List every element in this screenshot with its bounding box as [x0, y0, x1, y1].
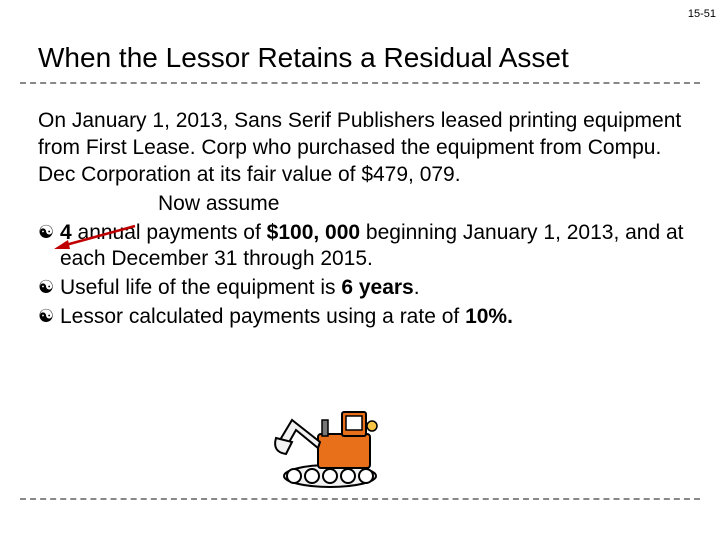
- bullet-text: Lessor calculated payments using a rate …: [60, 304, 690, 331]
- intro-paragraph: On January 1, 2013, Sans Serif Publisher…: [38, 108, 690, 189]
- bullet-item: ☯ Lessor calculated payments using a rat…: [38, 304, 690, 331]
- divider-bottom: [20, 498, 700, 500]
- divider-top: [20, 82, 700, 84]
- slide-title: When the Lessor Retains a Residual Asset: [38, 42, 569, 74]
- now-assume-label: Now assume: [158, 191, 690, 218]
- bullet-item: ☯ 4 annual payments of $100, 000 beginni…: [38, 220, 690, 274]
- bullet-icon: ☯: [38, 304, 60, 329]
- excavator-clipart-icon: [270, 390, 390, 490]
- page-number: 15-51: [688, 8, 716, 20]
- bullet-text: Useful life of the equipment is 6 years.: [60, 275, 690, 302]
- bullet-item: ☯ Useful life of the equipment is 6 year…: [38, 275, 690, 302]
- bullet-icon: ☯: [38, 275, 60, 300]
- bullet-text: 4 annual payments of $100, 000 beginning…: [60, 220, 690, 274]
- bullet-icon: ☯: [38, 220, 60, 245]
- slide-content: On January 1, 2013, Sans Serif Publisher…: [38, 108, 690, 333]
